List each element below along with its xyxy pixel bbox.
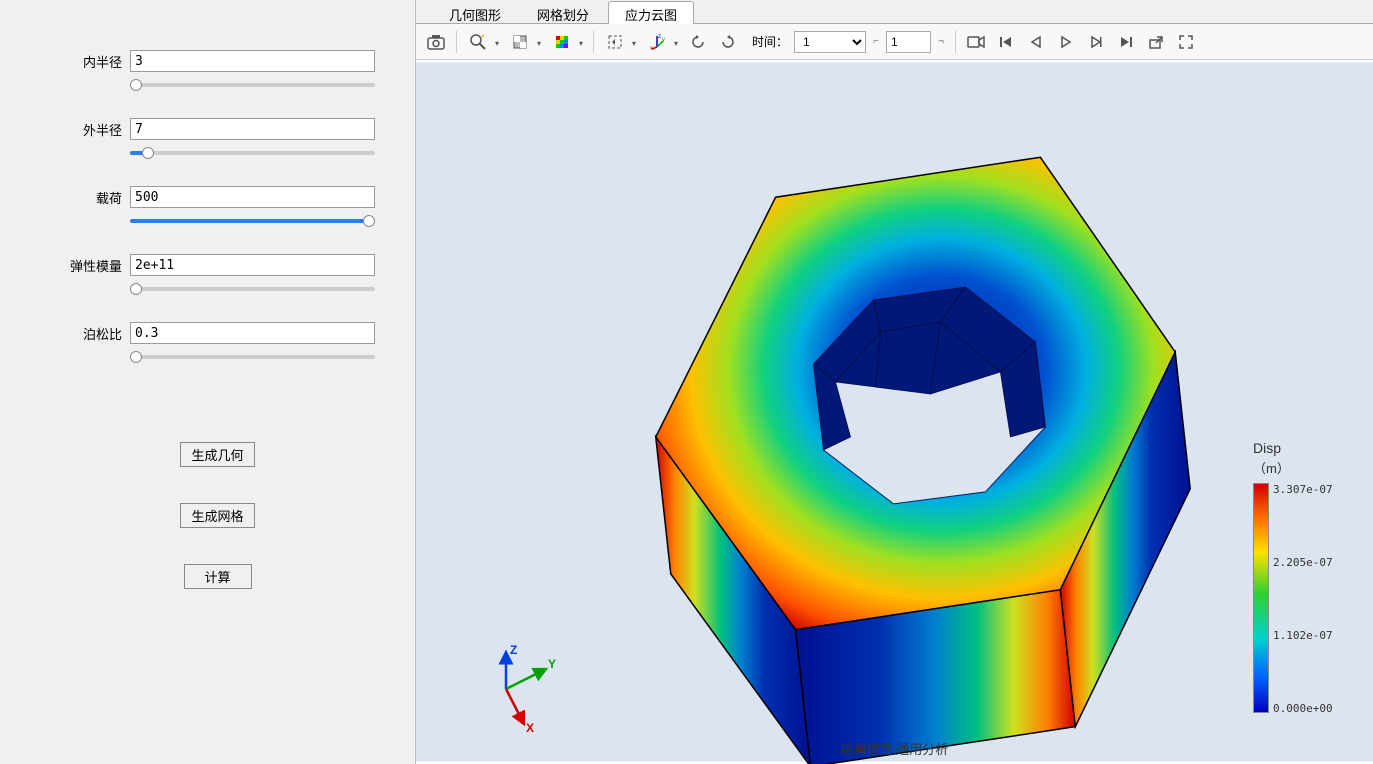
param-label-3: 弹性模量 — [60, 256, 130, 275]
param-slider-2[interactable] — [130, 219, 375, 223]
viewport-footer-text: 结果模型:通用分析 — [841, 739, 949, 758]
action-buttons: 生成几何 生成网格 计算 — [60, 442, 375, 625]
param-input-1[interactable] — [130, 118, 375, 140]
param-input-4[interactable] — [130, 322, 375, 344]
param-input-3[interactable] — [130, 254, 375, 276]
svg-text:Y: Y — [548, 657, 556, 671]
export-icon[interactable] — [1142, 28, 1170, 56]
axes-orient-icon[interactable]: zy x — [642, 28, 682, 56]
param-slider-0[interactable] — [130, 83, 375, 87]
skip-first-icon[interactable] — [992, 28, 1020, 56]
compute-button[interactable]: 计算 — [184, 564, 252, 589]
generate-geometry-button[interactable]: 生成几何 — [180, 442, 254, 467]
legend-tick: 3.307e-07 — [1273, 483, 1333, 496]
transparency-icon[interactable] — [505, 28, 545, 56]
time-label: 时间： — [752, 33, 788, 50]
svg-text:X: X — [526, 721, 534, 734]
fit-view-icon[interactable] — [600, 28, 640, 56]
legend-unit: （m） — [1253, 458, 1353, 477]
param-input-0[interactable] — [130, 50, 375, 72]
param-label-2: 载荷 — [60, 188, 130, 207]
play-icon[interactable] — [1052, 28, 1080, 56]
color-legend: Disp （m） 3.307e-07 2.205e-07 1.102e-07 0.00… — [1253, 440, 1353, 715]
parameter-sidebar: 内半径 外半径 载荷 弹性模量 泊松比 生成几何 生成网格 计算 — [0, 0, 415, 764]
axis-triad: Z Y X — [476, 644, 566, 734]
param-label-0: 内半径 — [60, 52, 130, 71]
time-select[interactable]: 1 — [794, 31, 866, 53]
main-panel: 几何图形网格划分应力云图 zy x 时间： 1 ⌐ ¬ — [415, 0, 1373, 764]
step-forward-icon[interactable] — [1082, 28, 1110, 56]
color-cube-icon[interactable] — [547, 28, 587, 56]
generate-mesh-button[interactable]: 生成网格 — [180, 503, 254, 528]
svg-text:z: z — [658, 34, 661, 40]
svg-text:y: y — [662, 37, 665, 43]
viewport-3d[interactable]: Z Y X Disp （m） 3.307e-07 2.205e-07 1.102e-… — [416, 60, 1373, 764]
right-bracket-icon[interactable]: ¬ — [933, 31, 949, 53]
legend-tick: 0.000e+00 — [1273, 702, 1333, 715]
rotate-cw-icon[interactable] — [714, 28, 742, 56]
param-slider-1[interactable] — [130, 151, 375, 155]
step-back-icon[interactable] — [1022, 28, 1050, 56]
tab-1[interactable]: 网格划分 — [520, 1, 606, 24]
tab-2[interactable]: 应力云图 — [608, 1, 694, 24]
screenshot-icon[interactable] — [422, 28, 450, 56]
left-bracket-icon[interactable]: ⌐ — [868, 31, 884, 53]
fullscreen-icon[interactable] — [1172, 28, 1200, 56]
rotate-ccw-icon[interactable] — [684, 28, 712, 56]
tabs-bar: 几何图形网格划分应力云图 — [416, 0, 1373, 24]
param-input-2[interactable] — [130, 186, 375, 208]
legend-gradient-bar — [1253, 483, 1269, 713]
legend-title: Disp — [1253, 440, 1353, 456]
param-slider-3[interactable] — [130, 287, 375, 291]
skip-last-icon[interactable] — [1112, 28, 1140, 56]
param-label-4: 泊松比 — [60, 324, 130, 343]
param-slider-4[interactable] — [130, 355, 375, 359]
legend-tick: 1.102e-07 — [1273, 629, 1333, 642]
viewport-toolbar: zy x 时间： 1 ⌐ ¬ — [416, 24, 1373, 60]
tab-0[interactable]: 几何图形 — [432, 1, 518, 24]
svg-text:Z: Z — [510, 644, 517, 657]
zoom-icon[interactable] — [463, 28, 503, 56]
svg-text:x: x — [650, 46, 653, 50]
param-label-1: 外半径 — [60, 120, 130, 139]
time-step-input[interactable] — [886, 31, 931, 53]
record-icon[interactable] — [962, 28, 990, 56]
legend-tick: 2.205e-07 — [1273, 556, 1333, 569]
